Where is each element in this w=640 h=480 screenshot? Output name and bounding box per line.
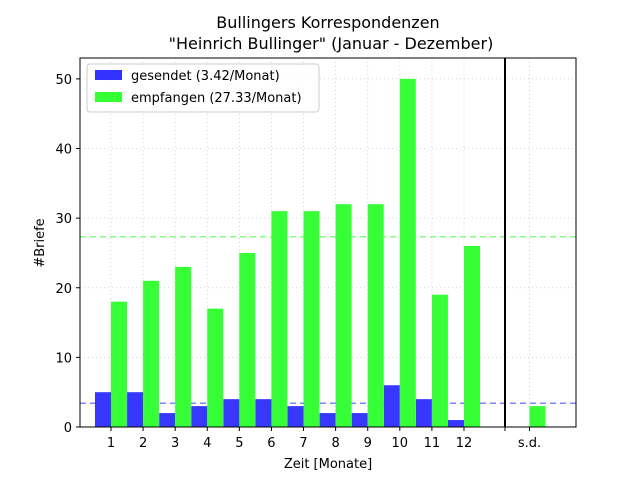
x-tick-label-5: 5: [235, 436, 243, 451]
bar-gesendet-12: [447, 420, 464, 427]
bar-gesendet-10: [383, 385, 400, 427]
bar-empfangen-8: [335, 204, 352, 427]
y-tick-label-40: 40: [55, 143, 72, 158]
x-tick-label-3: 3: [171, 436, 179, 451]
x-tick-label-2: 2: [139, 436, 147, 451]
bar-gesendet-11: [415, 399, 432, 427]
bar-empfangen-9: [367, 204, 384, 427]
legend-box: [86, 63, 320, 113]
legend: gesendet (3.42/Monat) empfangen (27.33/M…: [86, 63, 320, 113]
x-tick-label-s.d.: s.d.: [518, 436, 541, 451]
bar-empfangen-11: [431, 294, 448, 427]
bar-empfangen-10: [399, 78, 416, 428]
bar-empfangen-1: [111, 301, 127, 427]
y-tick-label-10: 10: [55, 351, 72, 366]
y-tick-label-20: 20: [55, 282, 72, 297]
y-axis-label: #Briefe: [33, 218, 48, 267]
y-tick-label-50: 50: [55, 73, 72, 88]
bar-empfangen-7: [303, 211, 320, 427]
chart-title-line2: "Heinrich Bullinger" (Januar - Dezember): [169, 34, 494, 53]
bar-gesendet-1: [95, 392, 111, 427]
bars: [95, 78, 546, 428]
legend-label-gesendet: gesendet (3.42/Monat): [131, 69, 280, 84]
legend-swatch-empfangen: [95, 92, 122, 102]
y-tick-label-0: 0: [64, 421, 72, 436]
bar-gesendet-6: [255, 399, 272, 427]
legend-label-empfangen: empfangen (27.33/Monat): [131, 91, 302, 106]
x-tick-label-6: 6: [267, 436, 275, 451]
x-tick-label-8: 8: [331, 436, 339, 451]
bar-gesendet-8: [319, 413, 336, 427]
chart-title-line1: Bullingers Korrespondenzen: [216, 13, 439, 32]
bar-empfangen-3: [175, 266, 192, 427]
x-tick-label-1: 1: [107, 436, 115, 451]
bar-gesendet-4: [191, 406, 208, 427]
x-tick-label-9: 9: [364, 436, 372, 451]
bar-gesendet-5: [223, 399, 240, 427]
bar-empfangen-5: [239, 252, 256, 427]
bar-gesendet-9: [351, 413, 368, 427]
x-tick-label-10: 10: [392, 436, 409, 451]
bar-empfangen-6: [271, 211, 288, 427]
x-tick-label-4: 4: [203, 436, 211, 451]
x-axis-label: Zeit [Monate]: [284, 457, 372, 472]
y-axis-ticks: 0 10 20 30 40 50: [55, 73, 80, 436]
bar-gesendet-2: [127, 392, 144, 427]
bar-gesendet-7: [287, 406, 304, 427]
bar-empfangen-12: [463, 245, 480, 427]
x-axis-ticks: 1 2 3 4 5 6 7 8 9 10 11 12 s.d.: [107, 427, 541, 451]
bar-gesendet-3: [159, 413, 176, 427]
bar-empfangen-s.d.: [529, 406, 546, 427]
bar-empfangen-4: [207, 308, 224, 427]
legend-swatch-gesendet: [95, 70, 122, 80]
bar-empfangen-2: [143, 280, 160, 427]
y-tick-label-30: 30: [55, 212, 72, 227]
x-tick-label-11: 11: [424, 436, 441, 451]
x-tick-label-12: 12: [456, 436, 473, 451]
plot-frame: [79, 57, 577, 428]
mean-lines: [80, 235, 576, 404]
x-tick-label-7: 7: [299, 436, 307, 451]
